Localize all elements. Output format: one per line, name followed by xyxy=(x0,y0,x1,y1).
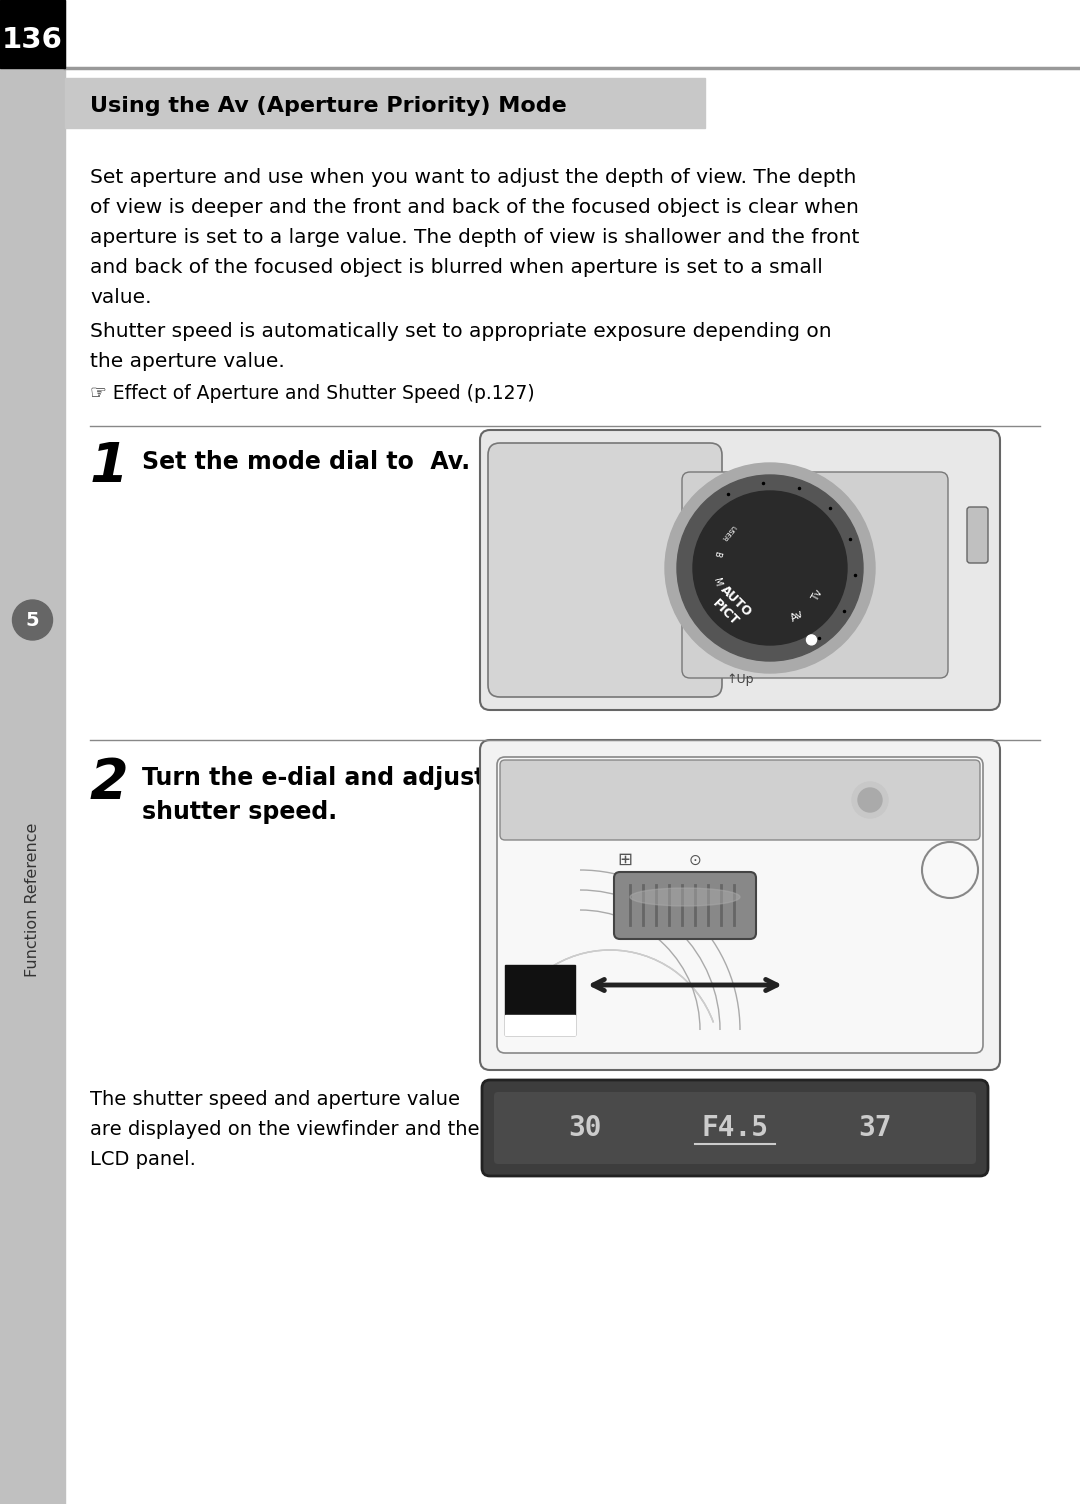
Text: The shutter speed and aperture value: The shutter speed and aperture value xyxy=(90,1090,460,1108)
FancyBboxPatch shape xyxy=(480,740,1000,1069)
Text: of view is deeper and the front and back of the focused object is clear when: of view is deeper and the front and back… xyxy=(90,199,859,217)
FancyBboxPatch shape xyxy=(482,1080,988,1176)
Bar xyxy=(505,1015,575,1035)
Bar xyxy=(505,966,575,1035)
FancyBboxPatch shape xyxy=(494,1092,976,1164)
Text: Av: Av xyxy=(789,608,806,623)
Text: the aperture value.: the aperture value. xyxy=(90,352,285,371)
FancyBboxPatch shape xyxy=(480,430,1000,710)
Text: Tv: Tv xyxy=(810,588,825,603)
Circle shape xyxy=(665,463,875,672)
FancyBboxPatch shape xyxy=(497,757,983,1053)
Circle shape xyxy=(693,490,847,645)
Text: Set aperture and use when you want to adjust the depth of view. The depth: Set aperture and use when you want to ad… xyxy=(90,168,856,186)
Text: F4.5: F4.5 xyxy=(702,1114,769,1142)
Ellipse shape xyxy=(630,887,740,905)
Text: 5: 5 xyxy=(26,611,39,630)
Text: Using the Av (Aperture Priority) Mode: Using the Av (Aperture Priority) Mode xyxy=(90,96,567,116)
Text: shutter speed.: shutter speed. xyxy=(141,800,337,824)
Text: 37: 37 xyxy=(859,1114,892,1142)
Text: B: B xyxy=(712,550,723,558)
Text: aperture is set to a large value. The depth of view is shallower and the front: aperture is set to a large value. The de… xyxy=(90,229,860,247)
Text: AUTO
PICT: AUTO PICT xyxy=(707,584,755,630)
Circle shape xyxy=(858,788,882,812)
Text: Turn the e-dial and adjust the: Turn the e-dial and adjust the xyxy=(141,766,538,790)
Text: Function Reference: Function Reference xyxy=(25,823,40,978)
Circle shape xyxy=(13,600,53,641)
FancyBboxPatch shape xyxy=(615,872,756,938)
FancyBboxPatch shape xyxy=(488,444,723,696)
Text: value.: value. xyxy=(90,287,151,307)
Text: ↑Up: ↑Up xyxy=(726,674,754,686)
FancyBboxPatch shape xyxy=(681,472,948,678)
Text: USER: USER xyxy=(719,523,737,541)
Text: 30: 30 xyxy=(568,1114,602,1142)
Text: 1: 1 xyxy=(90,441,129,493)
FancyBboxPatch shape xyxy=(967,507,988,562)
Text: Set the mode dial to  Av.: Set the mode dial to Av. xyxy=(141,450,470,474)
FancyBboxPatch shape xyxy=(500,760,980,841)
Text: 136: 136 xyxy=(2,26,63,54)
Text: ☞ Effect of Aperture and Shutter Speed (p.127): ☞ Effect of Aperture and Shutter Speed (… xyxy=(90,384,535,403)
Text: and back of the focused object is blurred when aperture is set to a small: and back of the focused object is blurre… xyxy=(90,259,823,277)
Text: ⊙: ⊙ xyxy=(689,853,701,868)
Text: LCD panel.: LCD panel. xyxy=(90,1151,195,1169)
Text: M: M xyxy=(711,578,723,588)
Circle shape xyxy=(677,475,863,660)
Bar xyxy=(65,78,705,128)
Bar xyxy=(0,0,65,1504)
Text: Shutter speed is automatically set to appropriate exposure depending on: Shutter speed is automatically set to ap… xyxy=(90,322,832,341)
Bar xyxy=(0,0,65,68)
Text: 2: 2 xyxy=(90,757,129,811)
Text: are displayed on the viewfinder and the: are displayed on the viewfinder and the xyxy=(90,1120,480,1139)
Text: ⊞: ⊞ xyxy=(618,851,633,869)
Circle shape xyxy=(807,635,816,645)
Circle shape xyxy=(852,782,888,818)
